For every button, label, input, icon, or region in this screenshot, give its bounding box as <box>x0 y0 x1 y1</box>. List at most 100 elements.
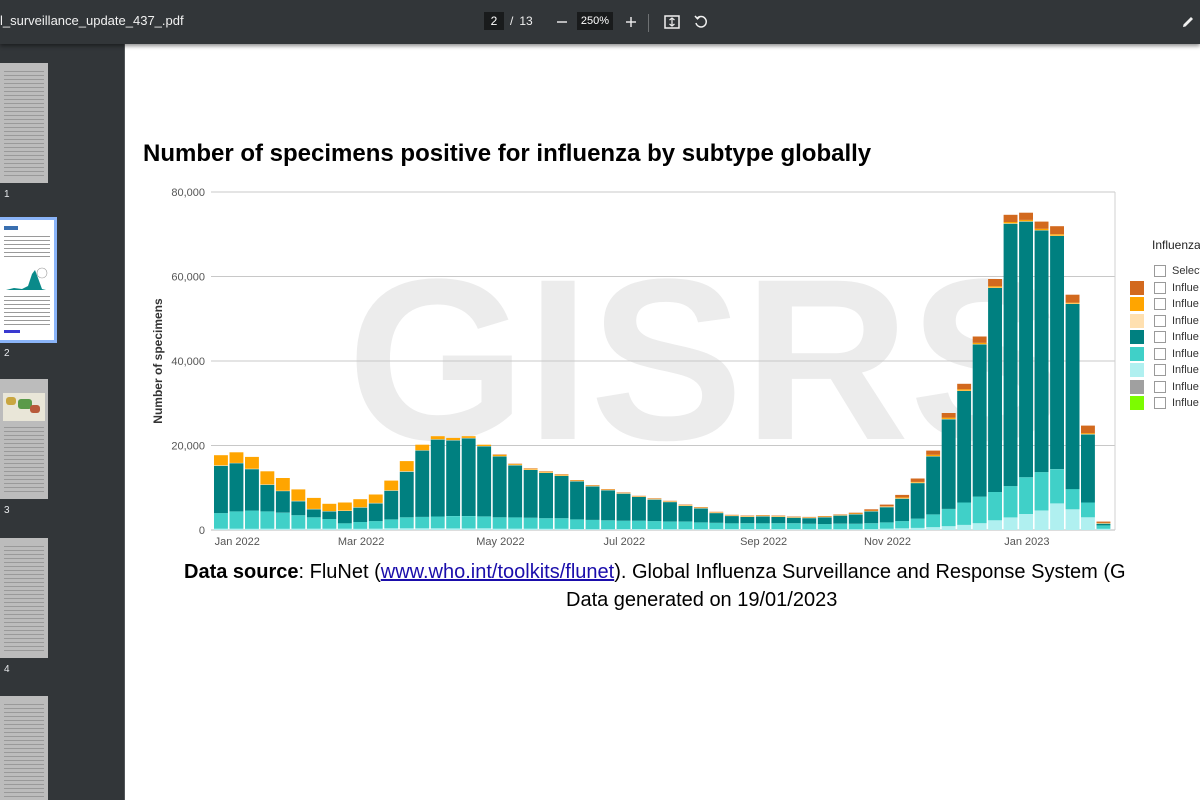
legend-checkbox[interactable] <box>1154 331 1166 343</box>
bar-segment <box>1065 302 1080 304</box>
legend-item[interactable]: Select <box>1130 264 1200 278</box>
thumbnail-page-1[interactable] <box>0 63 48 183</box>
bar-segment <box>291 515 306 529</box>
bar-segment <box>214 455 228 466</box>
bar-segment <box>368 503 383 522</box>
zoom-in-button[interactable] <box>620 11 642 33</box>
bar-segment <box>771 523 786 530</box>
bar-segment <box>802 523 817 530</box>
bar-segment <box>771 516 786 524</box>
bar-segment <box>368 528 383 530</box>
bar-segment <box>601 520 615 530</box>
legend-checkbox[interactable] <box>1154 397 1166 409</box>
legend-checkbox[interactable] <box>1154 364 1166 376</box>
x-tick-label: Jul 2022 <box>603 536 645 548</box>
bar-segment <box>245 510 259 529</box>
legend-checkbox[interactable] <box>1154 281 1166 294</box>
legend-checkbox[interactable] <box>1154 380 1166 393</box>
pdf-toolbar: l_surveillance_update_437_.pdf / 13 250% <box>0 0 1200 44</box>
thumbnail-number: 1 <box>4 189 10 200</box>
y-tick-label: 20,000 <box>171 441 205 453</box>
bar-segment <box>337 528 352 530</box>
bar-segment <box>260 471 275 485</box>
bar-segment <box>941 508 956 527</box>
edit-button[interactable] <box>1177 11 1199 33</box>
bar-segment <box>957 502 972 525</box>
legend-checkbox[interactable] <box>1154 265 1166 277</box>
legend-item[interactable]: Influe <box>1130 346 1199 361</box>
legend-item[interactable]: Influe <box>1130 396 1199 410</box>
bar-segment <box>306 517 321 529</box>
bar-segment <box>306 528 321 530</box>
bar-segment <box>415 516 430 529</box>
legend-label: Influe <box>1172 314 1199 327</box>
bar-segment <box>353 499 368 508</box>
bar-segment <box>477 528 492 530</box>
bar-segment <box>214 528 228 530</box>
legend-swatch <box>1130 346 1144 361</box>
bar-segment <box>724 516 739 524</box>
bar-segment <box>941 413 956 418</box>
bar-segment <box>957 524 972 530</box>
thumbnail-page-5[interactable] <box>0 696 48 800</box>
fit-page-button[interactable] <box>661 11 683 33</box>
bar-segment <box>446 440 461 516</box>
bar-segment <box>214 465 228 514</box>
bar-segment <box>477 444 492 446</box>
bar-segment <box>709 529 724 530</box>
flunet-link[interactable]: www.who.int/toolkits/flunet <box>380 561 615 583</box>
bar-segment <box>477 446 492 517</box>
legend-checkbox[interactable] <box>1154 298 1166 310</box>
bar-segment <box>554 474 569 476</box>
bar-segment <box>724 523 739 530</box>
y-tick-label: 40,000 <box>171 356 205 368</box>
bar-segment <box>1019 477 1033 514</box>
bar-segment <box>1034 230 1049 473</box>
bar-segment <box>461 438 476 516</box>
legend-item[interactable]: Influe <box>1130 379 1199 394</box>
bar-segment <box>848 512 863 514</box>
bar-segment <box>275 512 290 529</box>
thumbnail-page-4[interactable] <box>0 538 48 658</box>
bar-segment <box>724 529 739 530</box>
bar-segment <box>291 528 306 530</box>
plus-icon <box>626 17 636 27</box>
legend-item[interactable]: Influe <box>1130 280 1199 295</box>
bar-segment <box>879 504 894 507</box>
thumbnail-page-2[interactable] <box>0 217 57 343</box>
bar-segment <box>492 454 507 457</box>
legend-item[interactable]: Influe <box>1130 297 1199 311</box>
legend-item[interactable]: Influe <box>1130 363 1199 377</box>
legend-item[interactable]: Influe <box>1130 330 1199 344</box>
bar-segment <box>430 516 445 529</box>
legend-label: Influe <box>1172 364 1199 376</box>
bar-segment <box>848 523 863 530</box>
bar-segment <box>694 522 708 530</box>
y-axis-label: Number of specimens <box>151 298 165 424</box>
bar-segment <box>879 507 894 523</box>
bar-segment <box>461 528 476 530</box>
data-source-suffix: ). Global Influenza Surveillance and Res… <box>614 561 1126 583</box>
bar-segment <box>910 483 925 519</box>
legend-item[interactable]: Influe <box>1130 313 1199 328</box>
bar-segment <box>1034 221 1049 229</box>
legend-label: Influe <box>1172 281 1199 294</box>
page-number-input[interactable] <box>484 12 504 30</box>
thumbnail-page-3[interactable] <box>0 379 48 499</box>
legend-checkbox[interactable] <box>1154 314 1166 327</box>
bar-segment <box>245 528 259 530</box>
rotate-button[interactable] <box>690 11 712 33</box>
bar-segment <box>570 529 584 530</box>
bar-segment <box>1081 502 1095 518</box>
bar-segment <box>879 522 894 529</box>
page-total: 13 <box>519 14 533 28</box>
bar-segment <box>910 527 925 530</box>
legend-checkbox[interactable] <box>1154 347 1166 360</box>
bar-segment <box>926 527 941 530</box>
zoom-out-button[interactable] <box>551 11 573 33</box>
bar-segment <box>988 520 1002 530</box>
bar-segment <box>833 515 848 524</box>
zoom-level-input[interactable]: 250% <box>577 12 613 30</box>
bar-segment <box>523 468 538 470</box>
